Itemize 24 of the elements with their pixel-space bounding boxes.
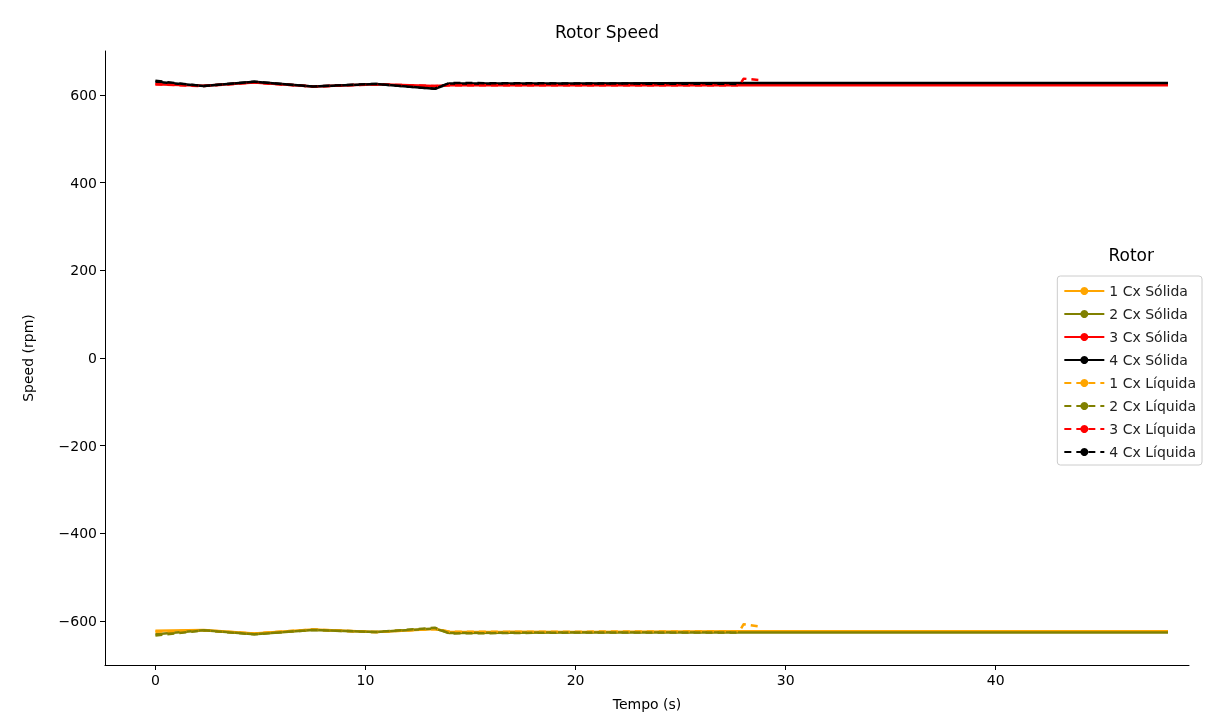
y-tick-label: 0 <box>88 350 97 366</box>
y-tick-label: 200 <box>70 262 97 279</box>
legend-label: 4 Cx Sólida <box>1109 352 1188 368</box>
chart-title: Rotor Speed <box>554 21 660 42</box>
x-tick-label: 10 <box>356 672 375 688</box>
y-tick-label: −400 <box>58 525 97 542</box>
legend-label: 3 Cx Líquida <box>1109 421 1197 437</box>
legend-label: 2 Cx Líquida <box>1109 398 1197 414</box>
legend-label: 1 Cx Sólida <box>1109 283 1188 299</box>
legend-label: 1 Cx Líquida <box>1109 375 1197 391</box>
legend-label: 3 Cx Sólida <box>1109 329 1188 345</box>
x-tick-label: 0 <box>150 672 160 688</box>
y-tick-label: 600 <box>70 86 97 103</box>
x-tick-label: 40 <box>986 672 1005 688</box>
y-axis-title: Speed (rpm) <box>20 314 36 402</box>
y-tick-label: 400 <box>70 174 97 191</box>
legend-label: 4 Cx Líquida <box>1109 444 1197 460</box>
x-axis-title: Tempo (s) <box>611 696 682 712</box>
legend-label: 2 Cx Sólida <box>1109 306 1188 322</box>
x-tick-label: 30 <box>776 672 795 688</box>
legend-title: Rotor <box>1108 244 1155 265</box>
y-tick-label: −200 <box>58 437 97 454</box>
y-tick-label: −600 <box>58 613 97 630</box>
x-tick-label: 20 <box>566 672 585 688</box>
